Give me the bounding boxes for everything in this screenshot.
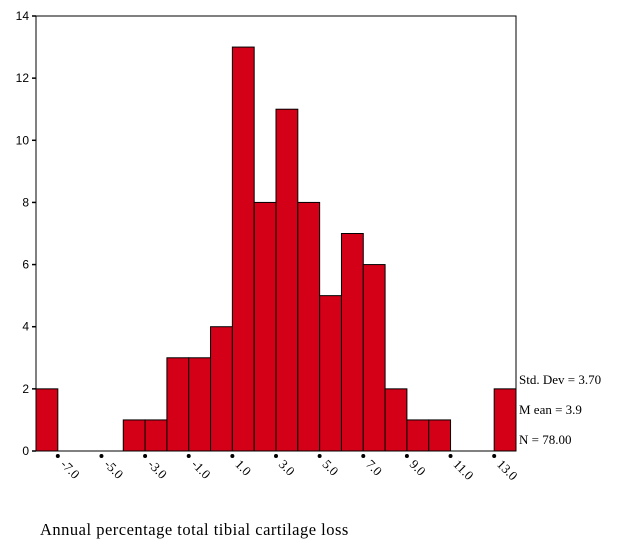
std-dev-stat: Std. Dev = 3.70: [519, 372, 602, 387]
mean-stat: M ean = 3.9: [519, 402, 582, 417]
x-axis-label: Annual percentage total tibial cartilage…: [40, 520, 349, 539]
x-tick-label: 13.0: [494, 457, 521, 484]
histogram-bar: [188, 357, 212, 452]
y-tick-label: 0: [22, 444, 29, 458]
histogram-bar: [428, 419, 452, 452]
x-tick-label: 9.0: [407, 457, 429, 479]
histogram-bar: [493, 388, 517, 452]
y-tick-label: 10: [16, 133, 30, 147]
x-tick-label: 7.0: [363, 457, 385, 479]
x-tick-label: 1.0: [232, 457, 254, 479]
histogram-bar: [297, 201, 321, 452]
x-tick-label: -7.0: [58, 457, 83, 482]
x-tick: [143, 454, 148, 458]
histogram-bar: [35, 388, 59, 452]
x-tick-label: -3.0: [145, 457, 170, 482]
histogram-bar: [210, 326, 233, 452]
x-tick-label: -1.0: [189, 457, 214, 482]
histogram-bar: [166, 357, 190, 452]
y-tick-label: 14: [16, 9, 30, 23]
x-tick: [361, 454, 366, 458]
histogram-bar: [340, 233, 364, 452]
y-tick-label: 4: [22, 320, 29, 334]
x-tick: [230, 454, 235, 458]
x-tick: [317, 454, 322, 458]
y-tick-label: 2: [22, 382, 29, 396]
n-stat: N = 78.00: [519, 432, 572, 447]
y-axis: 0 2 4 6 8 10 12 14: [16, 9, 36, 458]
x-axis: -7.0 -5.0 -3.0 -1.0 1.0 3.0 5.0 7.0 9.0 11.0 13.0: [55, 454, 521, 484]
histogram-bar: [362, 264, 386, 452]
histogram-bar: [406, 419, 430, 452]
x-tick: [492, 454, 497, 458]
x-tick-label: 11.0: [450, 457, 476, 483]
histogram-bar: [122, 419, 146, 452]
x-tick: [99, 454, 104, 458]
plot-frame: [35, 15, 517, 452]
histogram-bar: [231, 46, 255, 452]
y-tick-label: 6: [22, 258, 29, 272]
x-tick-label: -5.0: [101, 457, 126, 482]
x-tick: [186, 454, 191, 458]
y-tick-label: 12: [16, 71, 30, 85]
histogram-bar: [144, 419, 168, 452]
x-tick-label: 5.0: [320, 457, 342, 479]
x-tick: [448, 454, 453, 458]
x-tick-label: 3.0: [276, 457, 298, 479]
histogram-bar: [275, 108, 299, 452]
histogram-bar: [253, 201, 277, 452]
histogram-bar: [384, 388, 408, 452]
histogram-bar: [319, 295, 342, 452]
y-tick-label: 8: [22, 195, 29, 209]
histogram-bars: [35, 46, 517, 452]
x-tick: [404, 454, 409, 458]
x-tick: [274, 454, 278, 458]
x-tick: [55, 454, 60, 458]
